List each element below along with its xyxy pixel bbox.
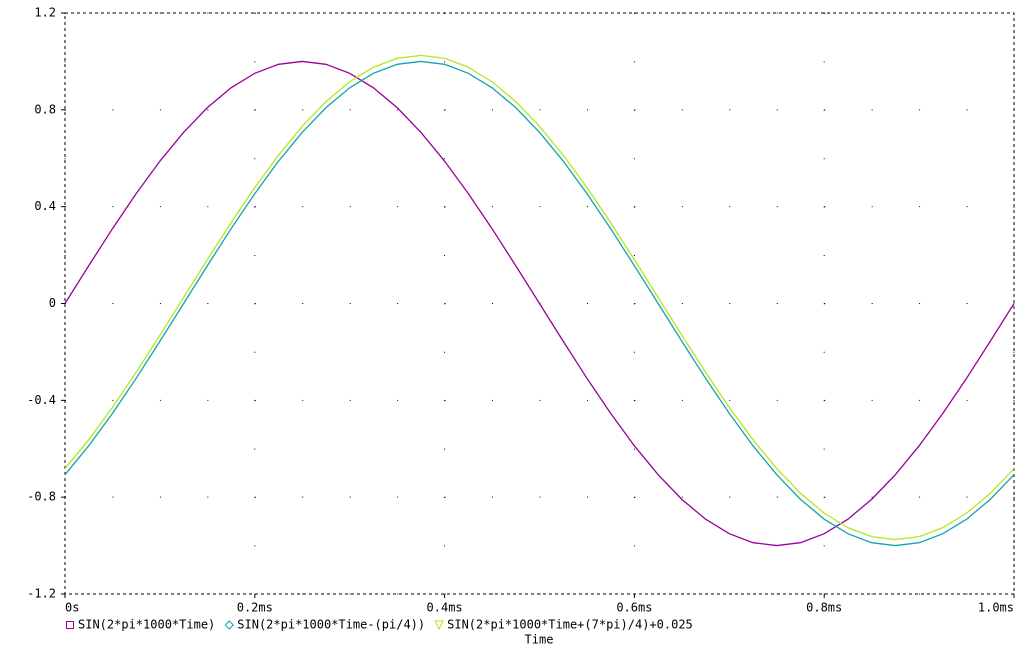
series-line bbox=[64, 60, 1015, 547]
series-line bbox=[64, 54, 1015, 541]
y-tick-label: -1.2 bbox=[27, 587, 56, 601]
y-tick-label: 0.8 bbox=[34, 102, 56, 116]
y-tick-label: -0.4 bbox=[27, 393, 56, 407]
x-tick-label: 0.4ms bbox=[427, 601, 463, 615]
x-tick-label: 0.8ms bbox=[806, 601, 842, 615]
y-tick-label: 0 bbox=[49, 296, 56, 310]
x-tick-label: 1.0ms bbox=[978, 601, 1014, 615]
legend-marker bbox=[434, 620, 444, 631]
legend-label: SIN(2*pi*1000*Time) bbox=[78, 618, 215, 632]
legend-marker bbox=[66, 621, 74, 629]
y-tick-label: -0.8 bbox=[27, 490, 56, 504]
x-tick-label: 0s bbox=[65, 601, 79, 615]
x-axis-label: Time bbox=[525, 633, 554, 647]
x-tick-label: 0.2ms bbox=[237, 601, 273, 615]
x-tick-label: 0.6ms bbox=[616, 601, 652, 615]
series-line bbox=[64, 60, 1015, 547]
y-tick-label: 0.4 bbox=[34, 199, 56, 213]
legend-marker bbox=[224, 620, 234, 630]
y-tick-label: 1.2 bbox=[34, 6, 56, 20]
legend-label: SIN(2*pi*1000*Time-(pi/4)) bbox=[237, 618, 425, 632]
legend-label: SIN(2*pi*1000*Time+(7*pi)/4)+0.025 bbox=[447, 618, 693, 632]
